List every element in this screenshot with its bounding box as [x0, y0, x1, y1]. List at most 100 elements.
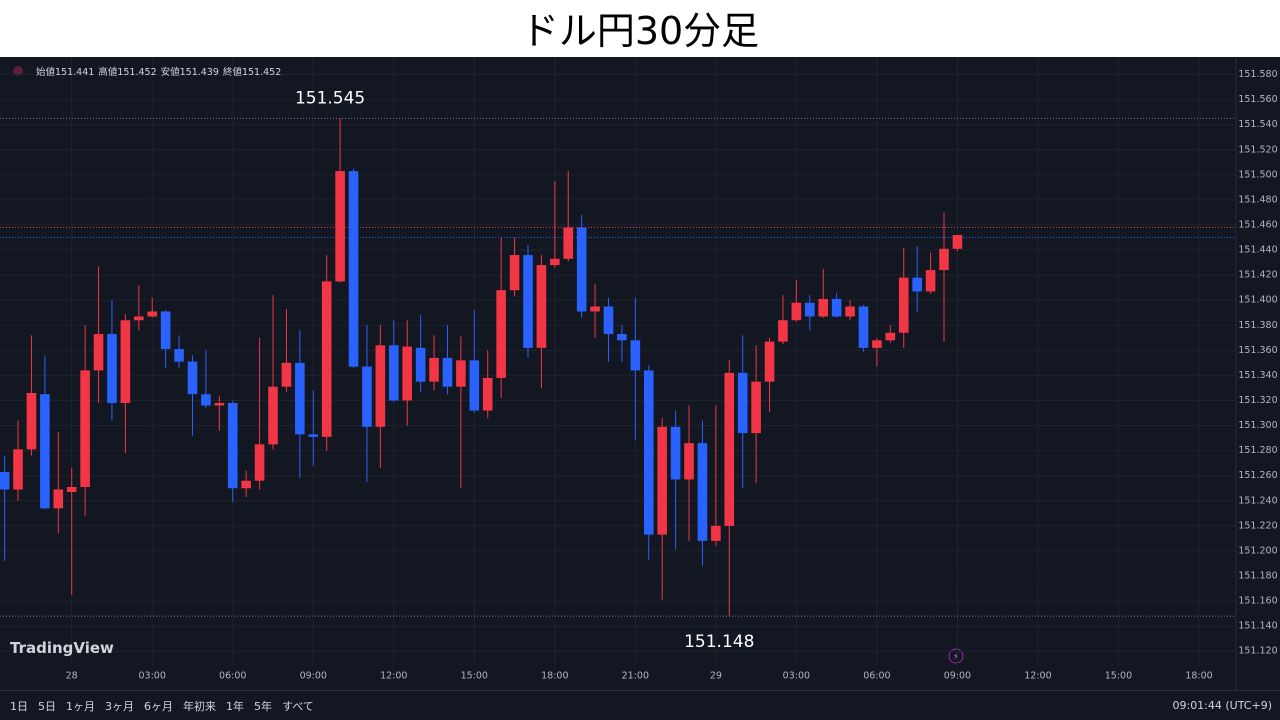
event-icon-glyph: ⚡: [953, 653, 959, 663]
x-tick-label: 06:00: [219, 671, 246, 682]
y-tick-label: 151.500: [1238, 169, 1277, 180]
x-tick-label: 18:00: [541, 671, 568, 682]
x-tick-label: 15:00: [461, 671, 488, 682]
page-title: ドル円30分足: [0, 0, 1280, 57]
x-tick-label: 15:00: [1105, 671, 1132, 682]
candle-body: [469, 360, 480, 411]
candle-body: [241, 480, 251, 489]
y-tick-label: 151.120: [1238, 646, 1277, 657]
y-tick-label: 151.480: [1238, 194, 1277, 205]
candle-body: [134, 316, 144, 321]
range-button[interactable]: 1年: [226, 699, 244, 713]
candle-body: [26, 392, 37, 450]
x-tick-label: 03:00: [139, 671, 166, 682]
x-tick-label: 03:00: [783, 671, 810, 682]
y-tick-label: 151.380: [1238, 320, 1277, 331]
candle-body: [107, 334, 117, 403]
candle-body: [805, 302, 815, 317]
x-tick-label: 21:00: [622, 671, 649, 682]
x-tick-label: 29: [710, 671, 722, 682]
candle-body: [697, 443, 708, 541]
candle-body: [657, 426, 667, 535]
candle-body: [845, 306, 855, 317]
candle-body: [120, 320, 131, 403]
ohlc-value: 151.439: [179, 67, 219, 78]
candle-body: [268, 386, 278, 445]
candle-body: [187, 361, 198, 395]
brand-logo: TradingView: [10, 639, 114, 657]
candle-body: [53, 489, 64, 509]
candle-body: [388, 345, 399, 401]
candle-body: [925, 270, 936, 292]
y-tick-label: 151.200: [1238, 545, 1277, 556]
candle-body: [737, 372, 748, 434]
y-tick-label: 151.400: [1238, 295, 1277, 306]
candle-body: [898, 277, 909, 333]
candle-body: [456, 360, 466, 387]
candle-body: [93, 334, 104, 371]
candle-body: [778, 320, 788, 342]
candle-body: [80, 370, 90, 487]
candle-body: [348, 171, 359, 367]
candle-body: [912, 277, 922, 292]
range-button[interactable]: 年初来: [183, 699, 216, 713]
candle-body: [66, 486, 77, 493]
y-tick-label: 151.160: [1238, 596, 1277, 607]
y-tick-label: 151.140: [1238, 621, 1277, 632]
y-tick-label: 151.280: [1238, 445, 1277, 456]
symbol-icon: [13, 66, 23, 76]
x-tick-label: 09:00: [300, 671, 327, 682]
candle-body: [670, 426, 681, 480]
y-tick-label: 151.320: [1238, 395, 1277, 406]
chart-background: [0, 57, 1280, 690]
ohlc-value: 151.452: [241, 67, 282, 78]
candle-body: [831, 298, 842, 317]
x-tick-label: 06:00: [863, 671, 890, 682]
candle-body: [147, 311, 158, 317]
candle-body: [536, 265, 547, 348]
range-button[interactable]: 1日: [10, 699, 28, 713]
candle-body: [13, 449, 23, 490]
event-icon[interactable]: [948, 648, 964, 664]
candle-body: [201, 394, 211, 406]
range-button[interactable]: 6ヶ月: [144, 699, 173, 713]
x-tick-label: 28: [66, 671, 78, 682]
ohlc-value: 151.452: [117, 67, 157, 78]
candle-body: [227, 402, 238, 489]
y-tick-label: 151.460: [1238, 219, 1277, 230]
ohlc-label: 安値: [160, 67, 180, 78]
candle-body: [335, 171, 345, 282]
ohlc-label: 始値: [36, 67, 56, 78]
candle-body: [563, 227, 574, 259]
candle-body: [362, 366, 372, 427]
range-button[interactable]: 5日: [38, 699, 56, 713]
range-button[interactable]: 3ヶ月: [105, 699, 134, 713]
candle-body: [160, 311, 171, 350]
extreme-label: 151.148: [684, 632, 754, 652]
candle-body: [442, 357, 453, 387]
ohlc-label: 終値: [222, 67, 242, 78]
candle-body: [295, 362, 305, 435]
y-tick-label: 151.580: [1238, 69, 1277, 80]
candle-body: [617, 334, 627, 341]
candle-body: [174, 349, 184, 362]
candle-body: [858, 306, 869, 348]
x-tick-label: 12:00: [1024, 671, 1051, 682]
y-tick-label: 151.300: [1238, 420, 1277, 431]
candle-body: [40, 394, 50, 509]
candle-body: [523, 255, 533, 348]
range-button[interactable]: 1ヶ月: [66, 699, 95, 713]
candle-body: [711, 525, 721, 541]
range-button[interactable]: すべて: [282, 699, 314, 713]
ohlc-label: 高値: [98, 67, 118, 78]
y-tick-label: 151.240: [1238, 495, 1277, 506]
y-tick-label: 151.360: [1238, 345, 1277, 356]
candle-body: [939, 248, 949, 271]
y-tick-label: 151.260: [1238, 470, 1277, 481]
ohlc-item: 安値151.439: [161, 67, 219, 78]
extreme-label: 151.545: [295, 88, 365, 108]
range-button[interactable]: 5年: [254, 699, 272, 713]
candle-body: [751, 381, 761, 434]
candle-body: [482, 377, 493, 411]
